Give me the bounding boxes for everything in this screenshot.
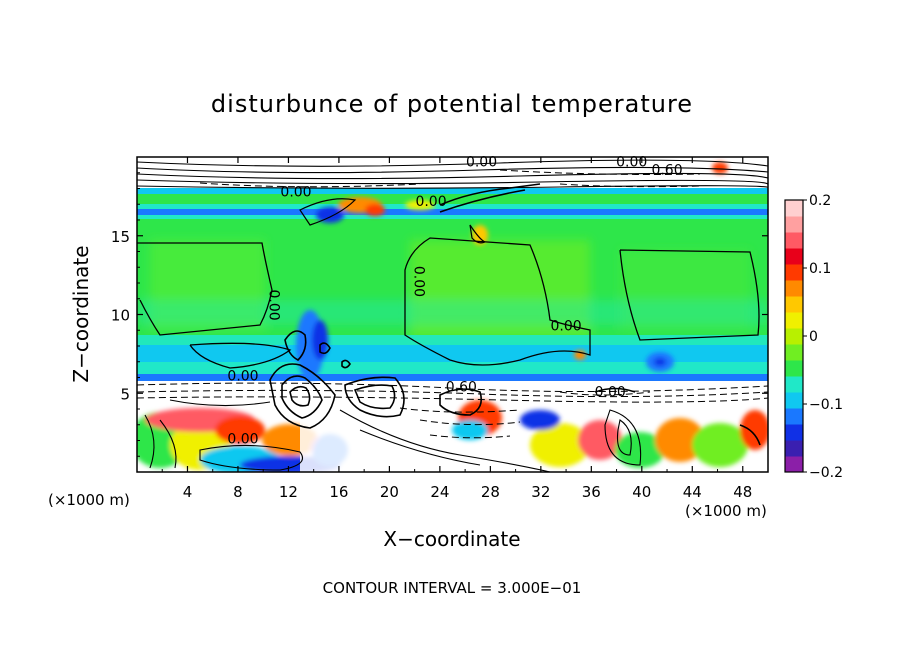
colorbar-tick-label: −0.1 — [809, 397, 843, 413]
colorbar-swatch — [785, 232, 803, 249]
y-tick-label: 15 — [111, 228, 130, 246]
x-unit-right: (×1000 m) — [685, 502, 767, 520]
colorbar-tick-label: 0.1 — [809, 261, 831, 277]
x-tick-label: 24 — [430, 483, 449, 501]
x-tick-label: 20 — [380, 483, 399, 501]
x-tick-label: 28 — [481, 483, 500, 501]
colorbar-swatch — [785, 392, 803, 409]
x-tick-label: 16 — [329, 483, 348, 501]
colorbar-swatch — [785, 344, 803, 361]
contour-label: 0.60 — [446, 380, 477, 396]
colorbar-swatch — [785, 408, 803, 425]
colorbar-swatch — [785, 296, 803, 313]
heatmap-field — [137, 157, 768, 472]
x-tick-label: 8 — [233, 483, 243, 501]
x-tick-label: 4 — [183, 483, 193, 501]
contour-label: 0.00 — [227, 432, 258, 448]
x-axis: 4 8 12 16 20 24 28 32 36 40 44 48 — [161, 157, 752, 501]
x-tick-label: 32 — [531, 483, 550, 501]
colorbar-swatch — [785, 200, 803, 217]
contour-label: 0.60 — [651, 162, 682, 178]
colorbar-swatch — [785, 248, 803, 265]
x-tick-label: 40 — [632, 483, 651, 501]
x-axis-label: X−coordinate — [383, 527, 520, 551]
y-axis-label: Z−coordinate — [69, 245, 93, 382]
y-tick-label: 10 — [111, 307, 130, 325]
y-axis: 5 10 15 — [111, 172, 768, 457]
contour-label: 0.00 — [595, 384, 626, 400]
colorbar-swatch — [785, 216, 803, 233]
contour-label: 0.00 — [266, 289, 282, 320]
x-unit-left: (×1000 m) — [48, 491, 130, 509]
contour-label: 0.00 — [411, 266, 427, 297]
colorbar-swatch — [785, 424, 803, 441]
contour-labels: 0.00 0.00 0.600.000.000.000.000.000.000.60… — [227, 154, 682, 447]
contour-label: 0.00 — [616, 154, 647, 170]
contour-label: 0.00 — [227, 369, 258, 385]
colorbar-tick-label: 0 — [809, 329, 818, 345]
colorbar-swatch — [785, 328, 803, 345]
colorbar-swatch — [785, 456, 803, 473]
contour-label: 0.00 — [280, 184, 311, 200]
contour-label: 0.00 — [466, 154, 497, 170]
colorbar-swatch — [785, 264, 803, 281]
colorbar-tick-label: −0.2 — [809, 465, 843, 481]
contour-label: 0.00 — [550, 318, 581, 334]
contour-interval-note: CONTOUR INTERVAL = 3.000E−01 — [323, 579, 582, 597]
colorbar: 0.2 0.1 0 −0.1 −0.2 — [784, 193, 843, 481]
chart-title: disturbunce of potential temperature — [211, 90, 693, 118]
contour-label: 0.00 — [415, 194, 446, 210]
colorbar-tick-label: 0.2 — [809, 193, 831, 209]
x-tick-label: 48 — [733, 483, 752, 501]
colorbar-swatch — [785, 312, 803, 329]
colorbar-swatch — [785, 376, 803, 393]
colorbar-swatch — [785, 280, 803, 297]
x-tick-label: 12 — [279, 483, 298, 501]
y-tick-label: 5 — [120, 385, 130, 403]
colorbar-swatch — [785, 440, 803, 457]
colorbar-swatch — [785, 360, 803, 377]
contour-lines — [137, 159, 768, 472]
x-tick-label: 36 — [582, 483, 601, 501]
x-tick-label: 44 — [683, 483, 702, 501]
